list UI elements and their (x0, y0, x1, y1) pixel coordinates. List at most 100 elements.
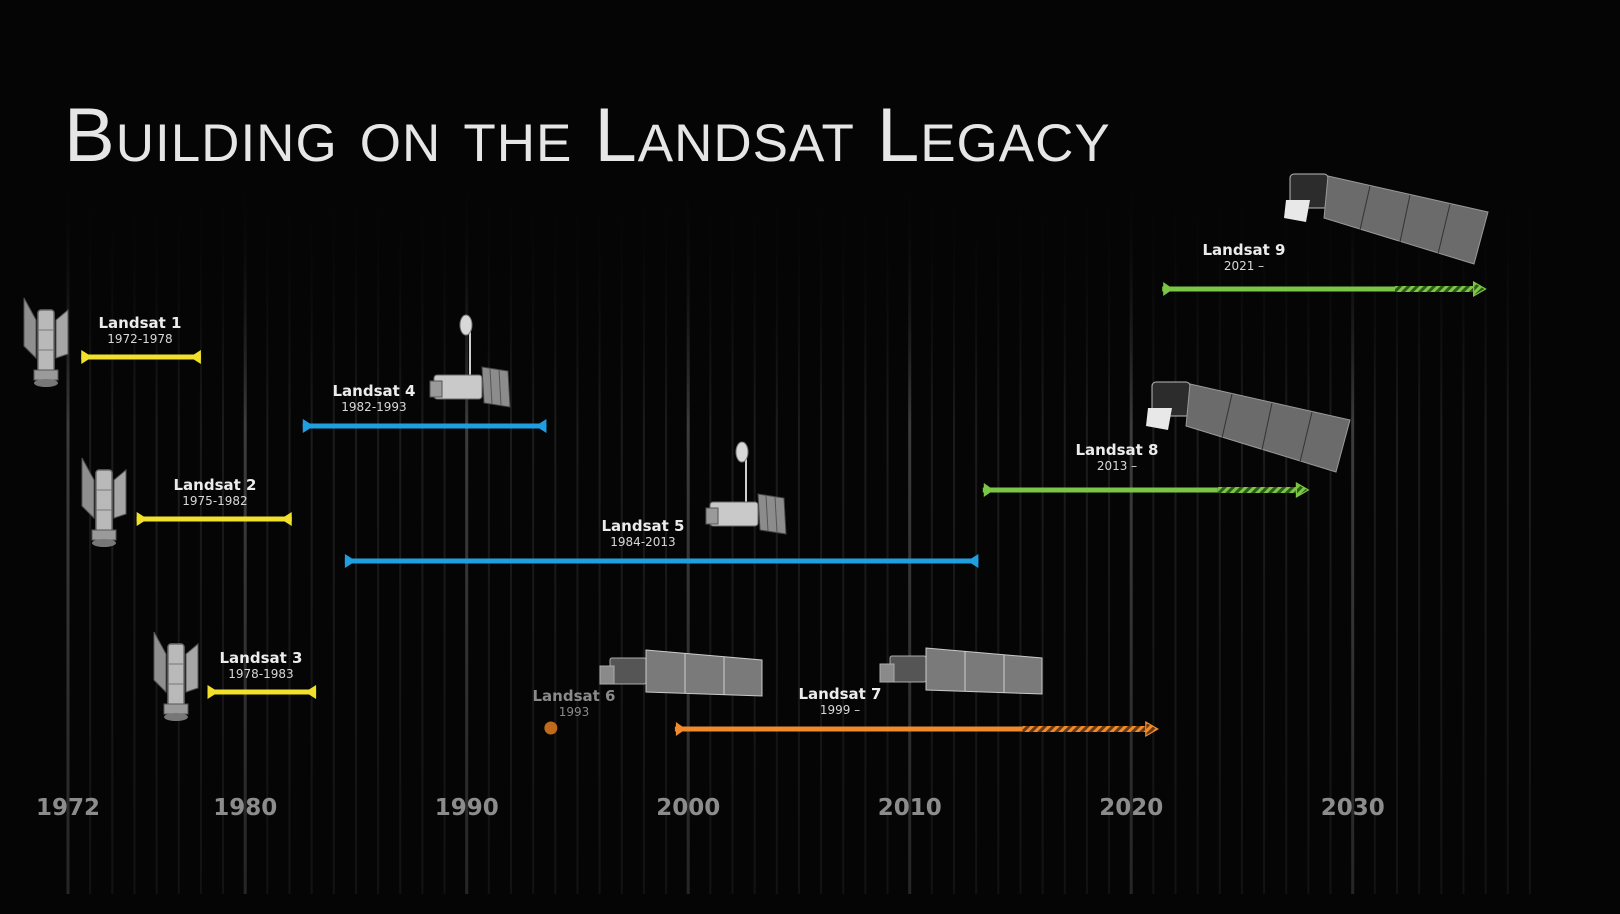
ongoing-arrow (1295, 481, 1310, 499)
gridline (332, 170, 335, 894)
gridline (465, 170, 469, 894)
mission-bar-9 (1162, 280, 1487, 298)
gridline (864, 170, 867, 894)
gridline (443, 170, 446, 894)
gridline (377, 170, 380, 894)
gridline (288, 170, 291, 894)
gridline (222, 170, 225, 894)
end-marker (535, 419, 547, 433)
mission-bar-6 (544, 721, 558, 735)
satellite-gen3-icon (599, 649, 763, 697)
gridline (421, 170, 424, 894)
year-gridlines (66, 170, 1531, 894)
end-marker (189, 350, 201, 364)
gridline (1440, 170, 1443, 894)
gridline (1373, 170, 1376, 894)
gridline (975, 170, 978, 894)
gridline (686, 170, 690, 894)
end-marker (967, 554, 979, 568)
mission-name: Landsat 1 (99, 314, 182, 332)
gridline (1307, 170, 1310, 894)
gridline (1462, 170, 1465, 894)
gridline (532, 170, 535, 894)
end-marker (305, 685, 317, 699)
gridline (1019, 170, 1022, 894)
axis-tick-label: 2010 (878, 795, 942, 821)
gridline (1218, 170, 1221, 894)
mission-years: 1982-1993 (341, 400, 406, 414)
satellite-gen1-icon (23, 297, 69, 388)
gridline (243, 170, 247, 894)
start-marker (344, 554, 356, 568)
gridline (997, 170, 1000, 894)
gridline (1063, 170, 1066, 894)
gridline (842, 170, 845, 894)
gridline (133, 170, 136, 894)
mission-years: 1984-2013 (610, 535, 675, 549)
gridline (155, 170, 158, 894)
gridline (731, 170, 734, 894)
gridline (1506, 170, 1509, 894)
gridline (1240, 170, 1243, 894)
gridline (1418, 170, 1421, 894)
gridline (89, 170, 92, 894)
mission-name: Landsat 7 (799, 685, 882, 703)
end-marker (280, 512, 292, 526)
gridline (310, 170, 313, 894)
mission-years: 2013 – (1097, 459, 1137, 473)
year-axis: 1972 1980 1990 2000 2010 2020 2030 (36, 795, 1385, 821)
axis-tick-label: 2000 (656, 795, 720, 821)
mission-name: Landsat 8 (1076, 441, 1159, 459)
gridline (642, 170, 645, 894)
gridline (753, 170, 756, 894)
gridline (1108, 170, 1111, 894)
gridline (1484, 170, 1487, 894)
gridline (709, 170, 712, 894)
gridline (177, 170, 180, 894)
ongoing-arrow (1145, 720, 1159, 738)
gridline (1396, 170, 1398, 894)
satellite-gen1-icon (81, 457, 127, 548)
gridline (1129, 170, 1133, 894)
gridline (1528, 170, 1531, 894)
mission-name: Landsat 4 (333, 382, 416, 400)
satellite-gen4-icon (1283, 173, 1489, 265)
satellite-gen2-icon (705, 441, 787, 535)
gridline (953, 170, 955, 894)
gridline (1041, 170, 1044, 894)
axis-tick-label: 2020 (1099, 795, 1163, 821)
mission-bar-8 (982, 481, 1310, 499)
gridline (820, 170, 823, 894)
axis-tick-label: 1972 (36, 795, 100, 821)
start-marker (1163, 282, 1174, 296)
axis-tick-label: 1990 (435, 795, 499, 821)
axis-tick-label: 2030 (1321, 795, 1385, 821)
start-marker (675, 722, 686, 736)
gridline (930, 170, 933, 894)
gridline (66, 170, 70, 894)
gridline (620, 170, 623, 894)
gridline (1196, 170, 1199, 894)
gridline (665, 170, 668, 894)
satellite-gen2-icon (429, 314, 511, 408)
mission-years: 2021 – (1224, 259, 1264, 273)
mission-name: Landsat 6 (533, 687, 616, 705)
mission-years: 1993 (559, 705, 590, 719)
mission-bar-4 (302, 419, 547, 433)
mission-years: 1999 – (820, 703, 860, 717)
mission-years: 1975-1982 (182, 494, 247, 508)
gridline (1085, 170, 1088, 894)
gridline (1351, 170, 1355, 894)
axis-tick-label: 1980 (213, 795, 277, 821)
satellite-gen3-icon (879, 647, 1043, 695)
satellite-gen4-icon (1145, 381, 1351, 473)
gridline (1263, 170, 1266, 894)
gridline (1329, 170, 1332, 894)
gridline (354, 170, 357, 894)
mission-years: 1978-1983 (228, 667, 293, 681)
gridline (598, 170, 601, 894)
gridline (576, 170, 579, 894)
